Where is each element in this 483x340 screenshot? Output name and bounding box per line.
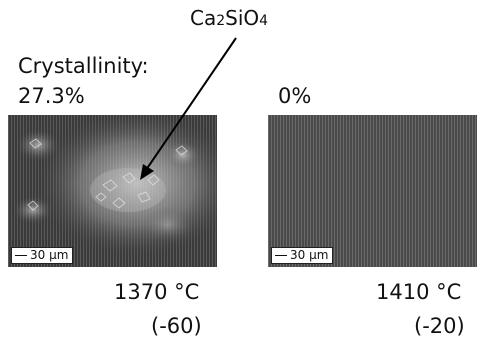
micrograph-right: 30 µm: [268, 115, 477, 267]
offset-left: (-60): [151, 314, 202, 338]
temperature-right: 1410 °C: [376, 280, 462, 304]
crystallinity-label: Crystallinity:: [18, 54, 149, 78]
scale-bar-left: 30 µm: [11, 246, 74, 264]
offset-right: (-20): [414, 314, 465, 338]
phase-label: Ca2SiO4: [190, 6, 269, 30]
temperature-left: 1370 °C: [114, 280, 200, 304]
micrograph-left: 30 µm: [8, 115, 217, 267]
micrograph-right-texture: [268, 115, 477, 267]
crystallinity-value-left: 27.3%: [18, 84, 85, 108]
scale-bar-line-icon: [15, 254, 27, 257]
scale-bar-line-icon: [275, 254, 287, 257]
micrograph-left-texture: [8, 115, 217, 267]
scale-bar-right: 30 µm: [271, 246, 334, 264]
crystallinity-value-right: 0%: [278, 84, 312, 108]
